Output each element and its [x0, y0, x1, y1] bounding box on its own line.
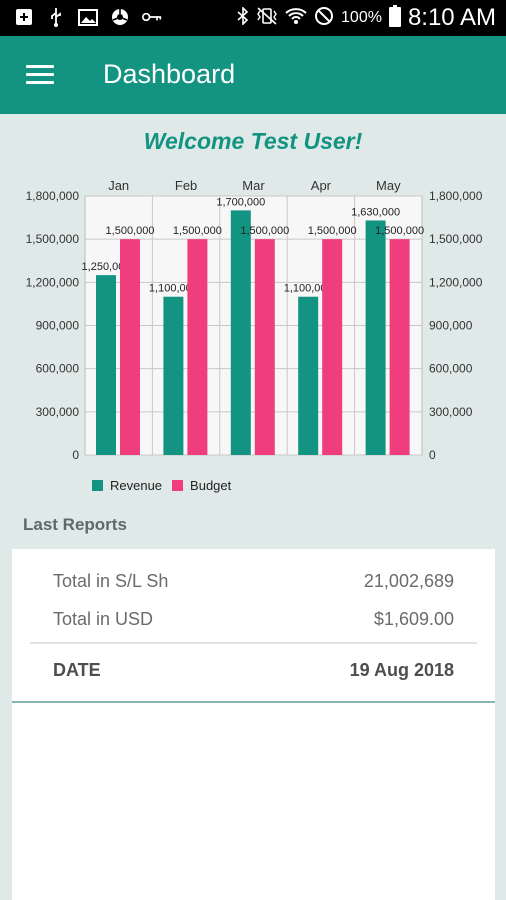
- report-row-total-usd: Total in USD $1,609.00: [53, 609, 454, 630]
- x-tick-label: May: [376, 178, 401, 193]
- y-tick-label-right: 0: [429, 448, 436, 462]
- wifi-icon: [285, 7, 307, 30]
- app-bar: Dashboard: [0, 36, 506, 114]
- bar-revenue: [96, 275, 116, 455]
- bar-budget: [322, 239, 343, 455]
- y-tick-label-left: 900,000: [36, 319, 80, 333]
- last-reports-heading: Last Reports: [23, 515, 127, 534]
- legend-item-budget: Budget: [172, 478, 231, 493]
- y-tick-label-left: 1,500,000: [26, 232, 80, 246]
- report-label: Total in USD: [53, 609, 154, 629]
- x-tick-label: Feb: [175, 178, 197, 193]
- y-tick-label-left: 300,000: [36, 405, 80, 419]
- clock: 8:10 AM: [407, 4, 496, 31]
- app-bar-title: Dashboard: [103, 59, 236, 89]
- y-tick-label-right: 900,000: [429, 319, 473, 333]
- bar-revenue: [365, 220, 386, 455]
- data-label-revenue: 1,100,000: [149, 283, 198, 295]
- chart-legend: Revenue Budget: [92, 478, 231, 493]
- welcome-message: Welcome Test User!: [143, 128, 363, 154]
- x-tick-label: Mar: [242, 178, 265, 193]
- battery-icon: [388, 4, 401, 32]
- data-label-budget: 1,500,000: [308, 225, 357, 237]
- data-label-revenue: 1,250,000: [82, 261, 131, 273]
- y-tick-label-left: 1,200,000: [26, 275, 80, 289]
- last-reports-card: Total in S/L Sh 21,002,689 Total in USD …: [12, 549, 495, 703]
- bluetooth-icon: [237, 5, 249, 30]
- divider: [30, 642, 477, 644]
- data-label-revenue: 1,100,000: [284, 283, 333, 295]
- status-bar: 100% 8:10 AM: [0, 0, 506, 36]
- battery-percent: 100%: [341, 9, 382, 26]
- report-value: $1,609.00: [373, 609, 454, 629]
- legend-label-budget: Budget: [190, 478, 232, 493]
- y-tick-label-left: 600,000: [36, 362, 80, 376]
- revenue-budget-chart: 0 0 300,000 300,000 600,000 600,000 900,000 900…: [26, 178, 483, 462]
- y-tick-label-right: 1,500,000: [429, 232, 483, 246]
- x-tick-label: Jan: [108, 178, 129, 193]
- x-tick-label: Apr: [311, 178, 332, 193]
- vibrate-icon: [256, 6, 278, 30]
- legend-item-revenue: Revenue: [92, 478, 162, 493]
- data-label-budget: 1,500,000: [375, 225, 424, 237]
- report-row-date: DATE 19 Aug 2018: [53, 660, 454, 681]
- y-tick-label-right: 300,000: [429, 405, 473, 419]
- menu-icon[interactable]: [26, 65, 54, 85]
- legend-swatch-revenue: [92, 480, 103, 491]
- data-label-budget: 1,500,000: [173, 225, 222, 237]
- bar-budget: [187, 239, 208, 455]
- y-tick-label-right: 1,800,000: [429, 189, 483, 203]
- usb-icon: [46, 7, 66, 27]
- image-icon: [78, 7, 98, 27]
- report-value: 21,002,689: [363, 571, 454, 591]
- y-tick-label-left: 0: [72, 448, 79, 462]
- date-value: 19 Aug 2018: [349, 660, 454, 680]
- data-label-revenue: 1,630,000: [351, 206, 400, 218]
- add-box-icon: [14, 7, 34, 27]
- steering-icon: [110, 7, 130, 27]
- bar-budget: [389, 239, 410, 455]
- report-row-total-sl: Total in S/L Sh 21,002,689: [53, 571, 454, 592]
- bar-revenue: [163, 296, 184, 455]
- y-tick-label-right: 1,200,000: [429, 275, 483, 289]
- bar-budget: [120, 239, 140, 455]
- data-label-budget: 1,500,000: [106, 225, 155, 237]
- report-label: Total in S/L Sh: [53, 571, 169, 591]
- legend-label-revenue: Revenue: [110, 478, 163, 493]
- content-area: [12, 703, 495, 900]
- y-tick-label-left: 1,800,000: [26, 189, 80, 203]
- bar-revenue: [230, 210, 251, 455]
- key-icon: [142, 7, 162, 27]
- bar-budget: [254, 239, 275, 455]
- bar-revenue: [298, 296, 319, 455]
- date-label: DATE: [53, 660, 101, 680]
- data-label-revenue: 1,700,000: [216, 196, 265, 208]
- y-tick-label-right: 600,000: [429, 362, 473, 376]
- do-not-disturb-icon: [314, 6, 334, 31]
- data-label-budget: 1,500,000: [240, 225, 289, 237]
- legend-swatch-budget: [172, 480, 184, 491]
